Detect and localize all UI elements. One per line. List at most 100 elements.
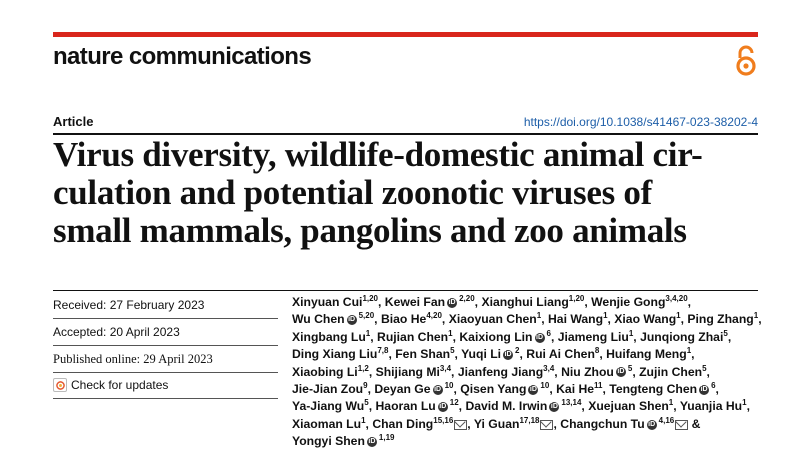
author-line: Xingbang Lu1, Rujian Chen1, Kaixiong Lin…: [292, 328, 732, 344]
author-affiliation: 11: [594, 380, 603, 390]
author-affiliation: 1: [686, 346, 692, 356]
journal-name[interactable]: nature communications: [53, 43, 312, 70]
author-name[interactable]: Yuqi Li: [461, 347, 502, 362]
orcid-icon[interactable]: iD: [699, 384, 710, 395]
author-name[interactable]: Biao He: [380, 312, 427, 327]
author-affiliation: 10: [540, 380, 550, 390]
orcid-icon[interactable]: iD: [366, 437, 377, 448]
author-name[interactable]: Shijiang Mi: [375, 364, 440, 379]
author-name[interactable]: Xiao Wang: [614, 312, 677, 327]
author-affiliation: 1,19: [378, 433, 395, 443]
author-affiliation: 4,20: [426, 311, 442, 321]
orcid-icon[interactable]: iD: [346, 315, 357, 326]
author-name[interactable]: Haoran Lu: [375, 399, 436, 414]
journal-accent-bar: [53, 32, 758, 37]
orcid-icon[interactable]: iD: [432, 384, 443, 395]
doi-link[interactable]: https://doi.org/10.1038/s41467-023-38202…: [523, 115, 758, 129]
author-name[interactable]: Jiameng Liu: [557, 329, 629, 344]
author-affiliation: 5: [702, 363, 707, 373]
email-icon[interactable]: [675, 419, 689, 430]
orcid-icon[interactable]: iD: [447, 297, 458, 308]
author-affiliation: 6: [711, 380, 716, 390]
author-line: Xinyuan Cui1,20, Kewei Fan iD 2,20, Xiangh…: [292, 293, 692, 309]
author-affiliation: 5: [450, 346, 455, 356]
author-affiliation: 3,4,20: [665, 293, 688, 303]
orcid-icon[interactable]: iD: [503, 350, 514, 360]
author-affiliation: 1: [676, 311, 681, 321]
author-name[interactable]: Wu Chen: [292, 312, 345, 327]
author-affiliation: 1: [448, 328, 453, 338]
author-name[interactable]: Jie-Jian Zou: [292, 382, 364, 397]
author-name[interactable]: Xiaoman Lu: [292, 416, 362, 431]
title-divider: [53, 290, 758, 291]
meta-divider: [53, 345, 278, 346]
author-name[interactable]: Xiaobing Li: [292, 364, 358, 379]
article-type-label: Article: [53, 114, 94, 129]
author-name[interactable]: Deyan Ge: [374, 382, 431, 397]
author-name[interactable]: Ping Zhang: [687, 312, 754, 327]
author-affiliation: 5: [627, 363, 633, 373]
author-affiliation: 4,16: [658, 415, 675, 425]
check-updates-icon: [53, 378, 67, 392]
author-name[interactable]: Fen Shan: [395, 347, 451, 362]
author-line: Wu Chen iD 5,20, Biao He4,20, Xiaoyuan Che…: [292, 311, 762, 327]
header-divider: [53, 133, 758, 135]
author-name[interactable]: Chan Ding: [372, 416, 434, 431]
accepted-date: Accepted: 20 April 2023: [53, 325, 180, 339]
author-affiliation: 9: [363, 380, 368, 390]
author-name[interactable]: Kaixiong Lin: [459, 329, 533, 344]
author-name[interactable]: Junqiong Zhai: [640, 329, 724, 344]
author-name[interactable]: Zujin Chen: [639, 364, 703, 379]
email-icon[interactable]: [540, 419, 554, 430]
check-for-updates-button[interactable]: Check for updates: [53, 378, 168, 392]
author-name[interactable]: Kai He: [556, 382, 595, 397]
author-name[interactable]: Kewei Fan: [384, 295, 446, 309]
author-name[interactable]: Xuejuan Shen: [588, 399, 669, 414]
author-line: Yongyi Shen iD 1,19: [292, 433, 772, 450]
author-name[interactable]: Rui Ai Chen: [526, 347, 595, 362]
author-name[interactable]: Yi Guan: [473, 416, 520, 431]
meta-divider: [53, 318, 278, 319]
author-name[interactable]: Jianfeng Jiang: [457, 364, 544, 379]
orcid-icon[interactable]: iD: [528, 384, 539, 395]
author-name[interactable]: Ding Xiang Liu: [292, 347, 378, 362]
orcid-icon[interactable]: iD: [646, 419, 657, 430]
author-name[interactable]: Xingbang Lu: [292, 329, 366, 344]
author-name[interactable]: Ya-Jiang Wu: [292, 399, 365, 414]
author-name[interactable]: Wenjie Gong: [591, 295, 666, 309]
author-line: Xiaobing Li1,2, Shijiang Mi3,4, Jianfeng…: [292, 363, 710, 379]
author-name[interactable]: Qisen Yang: [460, 382, 527, 397]
meta-divider: [53, 372, 278, 373]
author-affiliation: 15,16: [433, 415, 454, 425]
author-affiliation: 1: [628, 328, 634, 338]
received-date: Received: 27 February 2023: [53, 298, 205, 312]
author-name[interactable]: Huifang Meng: [606, 347, 687, 362]
author-affiliation: 12: [449, 398, 459, 408]
orcid-icon[interactable]: iD: [615, 367, 626, 378]
author-name[interactable]: David M. Irwin: [465, 399, 548, 414]
email-icon[interactable]: [454, 419, 468, 430]
orcid-icon[interactable]: iD: [534, 332, 545, 343]
author-name[interactable]: Changchun Tu: [560, 416, 645, 431]
article-title: Virus diversity, wildlife-domestic anima…: [53, 135, 703, 250]
author-name[interactable]: Niu Zhou: [561, 364, 614, 379]
author-name[interactable]: Xiaoyuan Chen: [448, 312, 537, 327]
author-name[interactable]: Xinyuan Cui: [292, 295, 363, 309]
author-name[interactable]: Tengteng Chen: [609, 382, 698, 397]
author-name[interactable]: Yuanjia Hu: [679, 399, 743, 414]
check-updates-label: Check for updates: [71, 378, 169, 392]
author-name[interactable]: Rujian Chen: [377, 329, 449, 344]
author-list: Xinyuan Cui1,20, Kewei Fan iD 2,20, Xiangh…: [292, 294, 772, 451]
author-name[interactable]: Xianghui Liang: [481, 295, 569, 309]
author-affiliation: 17,18: [519, 415, 540, 425]
author-affiliation: 2: [515, 346, 520, 356]
author-name[interactable]: Hai Wang: [547, 312, 604, 327]
author-name[interactable]: Yongyi Shen: [292, 434, 365, 449]
author-affiliation: 2,20: [459, 293, 475, 303]
orcid-icon[interactable]: iD: [549, 402, 560, 413]
author-affiliation: 1: [742, 398, 747, 408]
author-affiliation: 7,8: [377, 346, 389, 356]
open-access-icon[interactable]: [733, 45, 759, 77]
author-affiliation: 5: [723, 328, 728, 338]
orcid-icon[interactable]: iD: [437, 402, 448, 413]
